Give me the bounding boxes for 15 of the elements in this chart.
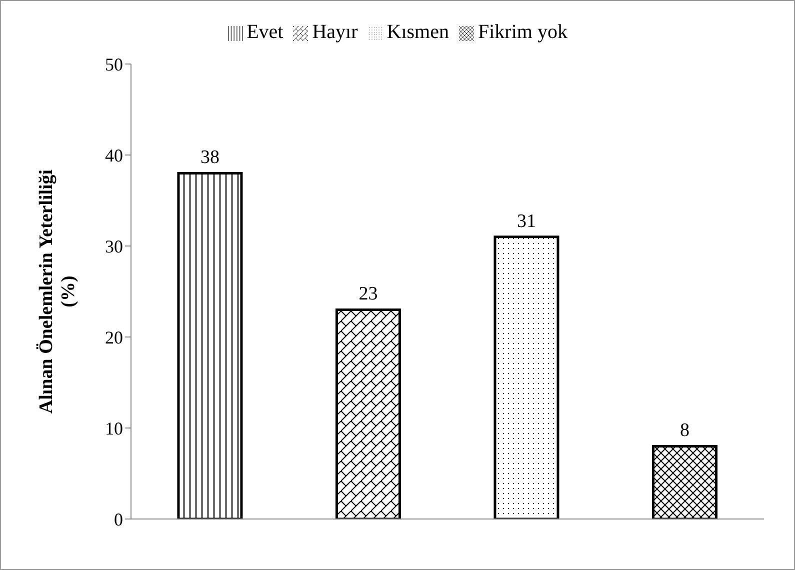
- y-tick-label: 0: [114, 509, 123, 530]
- legend-label: Fikrim yok: [478, 21, 568, 43]
- data-label: 8: [680, 420, 690, 442]
- y-tick-label: 30: [105, 236, 123, 256]
- data-label: 23: [358, 284, 378, 305]
- y-tick-label: 20: [105, 327, 123, 348]
- data-label: 31: [516, 210, 536, 232]
- legend-label: Hayır: [312, 21, 358, 43]
- data-label: 38: [200, 147, 220, 168]
- y-axis-title: Alınan Önelemlerin Yeterliliği (%): [36, 169, 79, 414]
- y-tick-label: 10: [105, 418, 123, 438]
- legend-label: Kısmen: [386, 21, 449, 43]
- y-tick-label: 40: [105, 145, 123, 166]
- legend-label: Evet: [246, 21, 284, 43]
- y-tick-label: 50: [105, 54, 123, 74]
